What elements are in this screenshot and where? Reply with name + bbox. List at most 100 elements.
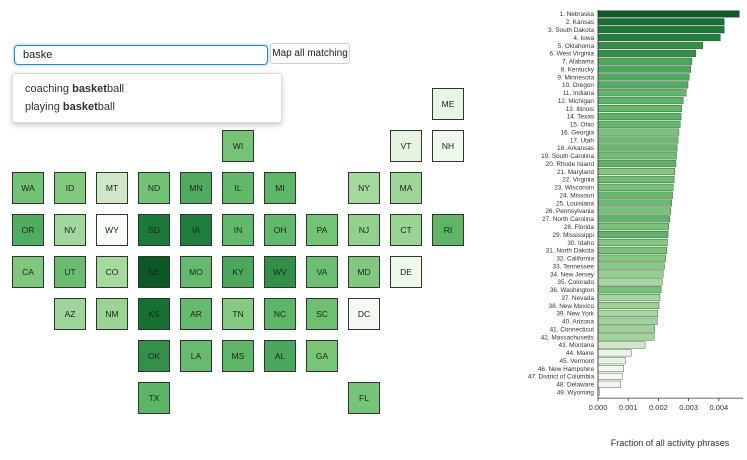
bar-40 xyxy=(597,317,658,325)
map-all-matching-button[interactable]: Map all matching xyxy=(270,43,350,64)
state-tile-ia[interactable]: IA xyxy=(180,214,212,246)
bar-label: 49. Wyoming xyxy=(557,389,595,396)
state-tile-vt[interactable]: VT xyxy=(390,130,422,162)
bar-6 xyxy=(597,49,697,57)
bar-label: 17. Utah xyxy=(570,137,595,144)
state-tile-ks[interactable]: KS xyxy=(138,298,170,330)
state-tile-al[interactable]: AL xyxy=(264,340,296,372)
state-tile-wa[interactable]: WA xyxy=(12,172,44,204)
state-tile-wv[interactable]: WV xyxy=(264,256,296,288)
state-tile-md[interactable]: MD xyxy=(348,256,380,288)
state-tile-or[interactable]: OR xyxy=(12,214,44,246)
bar-38 xyxy=(597,301,660,310)
state-tile-ne[interactable]: NE xyxy=(138,256,170,288)
bar-label: 36. Washington xyxy=(550,287,595,294)
state-tile-nj[interactable]: NJ xyxy=(348,214,380,246)
bar-label: 22. Virginia xyxy=(562,177,594,184)
state-tile-il[interactable]: IL xyxy=(222,172,254,204)
bar-25 xyxy=(597,199,672,207)
bar-label: 26. Pennsylvania xyxy=(545,208,594,215)
state-tile-pa[interactable]: PA xyxy=(306,214,338,246)
state-tile-id[interactable]: ID xyxy=(54,172,86,204)
state-tile-nd[interactable]: ND xyxy=(138,172,170,204)
bar-label: 16. Georgia xyxy=(561,129,595,136)
state-tile-sd[interactable]: SD xyxy=(138,214,170,246)
x-tick-label: 0.002 xyxy=(649,403,668,412)
state-tile-ms[interactable]: MS xyxy=(222,340,254,372)
state-tile-ar[interactable]: AR xyxy=(180,298,212,330)
state-tile-oh[interactable]: OH xyxy=(264,214,296,246)
state-tile-wy[interactable]: WY xyxy=(96,214,128,246)
state-tile-ny[interactable]: NY xyxy=(348,172,380,204)
bar-label: 31. North Dakota xyxy=(546,248,595,255)
state-tile-ri[interactable]: RI xyxy=(432,214,464,246)
bar-42 xyxy=(597,333,655,341)
state-tile-ok[interactable]: OK xyxy=(138,340,170,372)
bar-1 xyxy=(597,10,740,18)
state-tile-co[interactable]: CO xyxy=(96,256,128,288)
bar-11 xyxy=(597,89,687,97)
suggestion-prefix: playing xyxy=(25,101,63,113)
bar-8 xyxy=(597,65,691,73)
state-tile-mt[interactable]: MT xyxy=(96,172,128,204)
state-tile-ca[interactable]: CA xyxy=(12,256,44,288)
autocomplete-dropdown: coaching basketball playing basketball xyxy=(12,73,282,123)
state-tile-ct[interactable]: CT xyxy=(390,214,422,246)
bar-label: 4. Iowa xyxy=(573,35,594,42)
state-tile-va[interactable]: VA xyxy=(306,256,338,288)
bar-label: 33. Tennessee xyxy=(553,263,595,270)
state-tile-mn[interactable]: MN xyxy=(180,172,212,204)
bar-label: 43. Montana xyxy=(558,342,594,349)
state-tile-ky[interactable]: KY xyxy=(222,256,254,288)
state-tile-tx[interactable]: TX xyxy=(138,382,170,414)
state-tile-la[interactable]: LA xyxy=(180,340,212,372)
bar-13 xyxy=(597,104,682,113)
state-tile-mo[interactable]: MO xyxy=(180,256,212,288)
state-tile-de[interactable]: DE xyxy=(390,256,422,288)
search-input[interactable] xyxy=(14,45,268,65)
bar-label: 23. Wisconsin xyxy=(554,185,594,192)
x-axis-label: Fraction of all activity phrases xyxy=(611,438,730,448)
bar-label: 42. Massachusetts xyxy=(541,334,594,341)
bar-label: 2. Kansas xyxy=(566,19,594,26)
bar-41 xyxy=(597,325,655,333)
state-tile-ma[interactable]: MA xyxy=(390,172,422,204)
state-tile-ga[interactable]: GA xyxy=(306,340,338,372)
state-tile-fl[interactable]: FL xyxy=(348,382,380,414)
bar-label: 1. Nebraska xyxy=(560,11,595,18)
bar-label: 37. Nevada xyxy=(561,295,594,302)
state-tile-az[interactable]: AZ xyxy=(54,298,86,330)
bar-15 xyxy=(597,120,681,128)
bar-34 xyxy=(597,270,664,278)
state-tile-nm[interactable]: NM xyxy=(96,298,128,330)
bar-48 xyxy=(597,380,621,388)
state-tile-tn[interactable]: TN xyxy=(222,298,254,330)
state-tile-nv[interactable]: NV xyxy=(54,214,86,246)
bar-label: 30. Idaho xyxy=(567,240,594,247)
bar-label: 10. Oregon xyxy=(562,82,594,89)
bar-label: 15. Ohio xyxy=(570,122,595,129)
bar-label: 21. Maryland xyxy=(557,169,594,176)
suggestion-item[interactable]: coaching basketball xyxy=(25,80,124,98)
bar-18 xyxy=(597,144,678,152)
state-tile-dc[interactable]: DC xyxy=(348,298,380,330)
state-tile-in[interactable]: IN xyxy=(222,214,254,246)
bar-4 xyxy=(597,34,721,42)
state-tile-me[interactable]: ME xyxy=(432,88,464,120)
state-tile-nc[interactable]: NC xyxy=(264,298,296,330)
state-tile-mi[interactable]: MI xyxy=(264,172,296,204)
state-tile-ut[interactable]: UT xyxy=(54,256,86,288)
state-tile-nh[interactable]: NH xyxy=(432,130,464,162)
bar-label: 8. Kentucky xyxy=(561,66,595,73)
bar-label: 9. Minnesota xyxy=(557,74,594,81)
state-tile-sc[interactable]: SC xyxy=(306,298,338,330)
bar-16 xyxy=(597,128,680,136)
state-tile-wi[interactable]: WI xyxy=(222,130,254,162)
bar-label: 13. Illinois xyxy=(566,106,594,113)
bar-24 xyxy=(597,191,673,199)
bar-label: 39. New York xyxy=(556,311,594,318)
bar-label: 48. Delaware xyxy=(556,382,594,389)
bar-label: 7. Alabama xyxy=(562,59,594,66)
suggestion-item[interactable]: playing basketball xyxy=(25,98,115,116)
